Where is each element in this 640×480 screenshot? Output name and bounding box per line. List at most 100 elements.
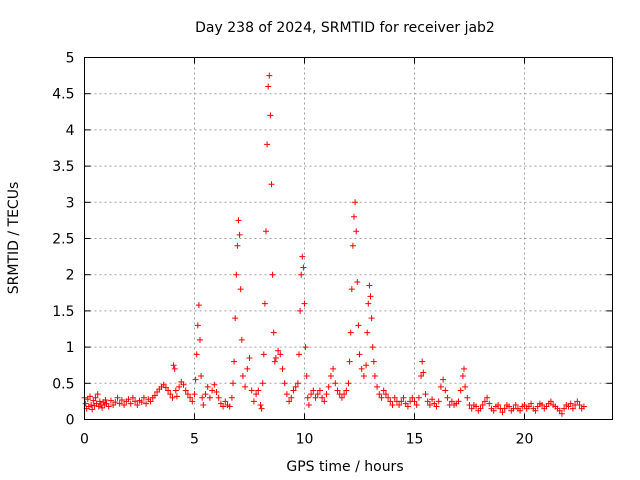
data-point — [147, 398, 154, 405]
data-point — [368, 315, 375, 322]
data-point — [288, 394, 295, 401]
data-point — [517, 407, 524, 414]
y-tick-labels: 0 0.5 1 1.5 2 2.5 3 3.5 4 4.5 5 — [52, 51, 74, 429]
grid — [84, 57, 613, 420]
data-point — [461, 365, 467, 372]
x-tick-label: 10 — [296, 432, 314, 448]
data-point — [182, 387, 189, 394]
data-point — [82, 400, 89, 407]
data-point — [391, 394, 398, 401]
data-point — [495, 402, 502, 409]
data-point — [539, 402, 546, 409]
data-point — [352, 199, 359, 206]
data-point — [236, 231, 243, 238]
data-point — [325, 383, 332, 390]
data-point — [231, 358, 238, 365]
data-point — [312, 394, 319, 401]
data-point — [580, 403, 587, 410]
data-point — [366, 282, 373, 289]
data-point — [348, 286, 355, 293]
data-point — [351, 213, 357, 220]
data-point — [294, 380, 301, 387]
data-point — [300, 264, 307, 271]
data-point — [319, 394, 326, 401]
data-point — [547, 398, 554, 405]
data-point — [118, 396, 125, 403]
data-point — [387, 398, 394, 405]
data-point — [343, 387, 350, 394]
y-tick-label: 1.5 — [52, 304, 74, 320]
data-point — [369, 344, 376, 351]
data-point — [292, 383, 299, 390]
data-point — [355, 322, 362, 329]
data-point — [308, 391, 315, 398]
data-point — [202, 391, 209, 398]
data-point — [112, 399, 119, 406]
data-point — [501, 405, 508, 412]
data-point — [321, 398, 328, 405]
data-point — [206, 394, 213, 401]
data-point — [426, 402, 433, 409]
data-point — [302, 344, 309, 351]
data-point — [347, 329, 354, 336]
data-point — [364, 329, 371, 336]
data-point — [371, 373, 378, 380]
data-point — [297, 307, 304, 314]
data-point — [169, 394, 176, 401]
data-point — [367, 293, 374, 300]
data-point — [125, 396, 132, 403]
data-point — [341, 391, 348, 398]
data-point — [250, 398, 257, 405]
data-point — [365, 300, 372, 307]
data-point — [204, 383, 211, 390]
data-point — [468, 405, 475, 412]
data-point — [138, 399, 145, 406]
data-point — [88, 402, 95, 409]
data-point — [400, 394, 407, 401]
data-point — [197, 336, 203, 343]
y-tick-label: 2.5 — [52, 232, 74, 248]
data-point — [269, 271, 276, 278]
data-point — [134, 402, 141, 409]
data-point — [194, 322, 201, 329]
data-point — [264, 141, 271, 148]
data-point — [323, 391, 330, 398]
y-tick-label: 5 — [66, 51, 75, 67]
data-point — [237, 286, 244, 293]
data-point — [330, 365, 337, 372]
data-point — [385, 394, 392, 401]
data-point — [462, 383, 469, 390]
data-point — [567, 400, 574, 407]
data-point — [209, 387, 216, 394]
data-point — [165, 387, 172, 394]
data-point — [279, 365, 286, 372]
data-point — [484, 394, 491, 401]
data-point — [143, 400, 150, 407]
data-point — [374, 383, 381, 390]
data-point — [211, 381, 218, 388]
data-point — [176, 383, 183, 390]
chart-title: Day 238 of 2024, SRMTID for receiver jab… — [195, 20, 495, 36]
data-point — [213, 388, 220, 395]
data-point — [127, 400, 134, 407]
data-point — [486, 400, 493, 407]
data-point — [332, 380, 339, 387]
data-point — [234, 242, 241, 249]
data-point — [310, 387, 317, 394]
data-point — [132, 398, 139, 405]
data-point — [89, 406, 96, 413]
data-point — [418, 373, 425, 380]
data-point — [187, 394, 194, 401]
data-point — [424, 398, 431, 405]
data-point — [96, 398, 103, 405]
data-point — [94, 391, 101, 398]
data-point — [263, 228, 269, 235]
data-point — [232, 315, 239, 322]
data-point — [239, 373, 246, 380]
y-tick-label: 3.5 — [52, 159, 74, 175]
y-tick-label: 0 — [66, 413, 75, 429]
data-point — [363, 362, 370, 369]
data-point — [200, 402, 207, 409]
data-point — [151, 392, 158, 399]
data-point — [286, 398, 293, 405]
